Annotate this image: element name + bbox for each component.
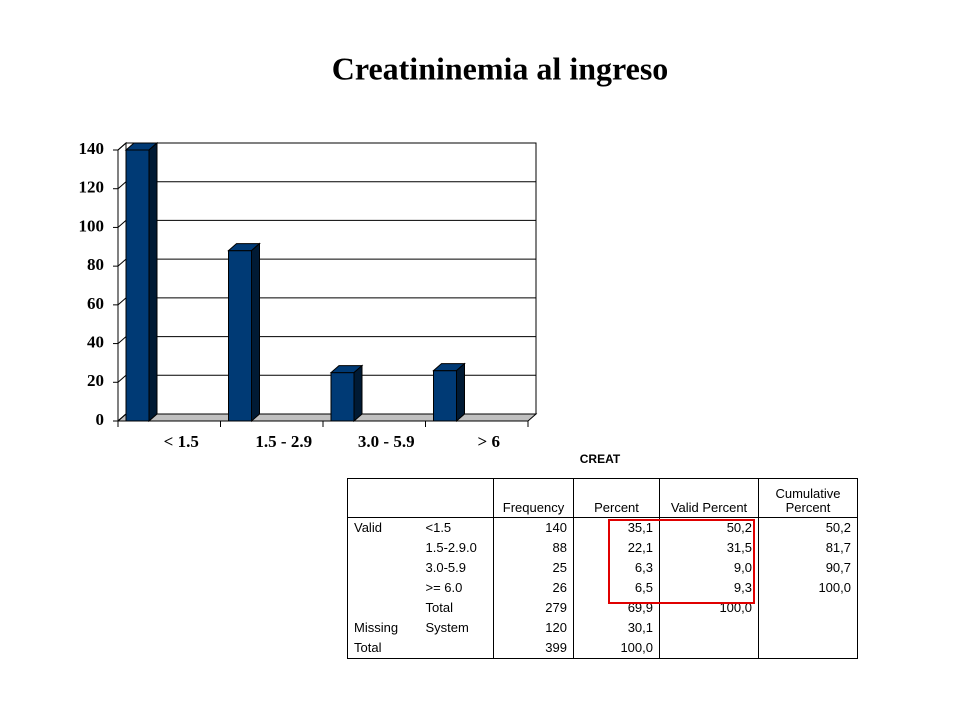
table-cell	[659, 618, 759, 638]
table-row: Total 279 69,9 100,0	[348, 598, 858, 618]
table-row: >= 6.0 26 6,5 9,3 100,0	[348, 578, 858, 598]
y-tick-label: 0	[96, 410, 105, 429]
table-cell: 100,0	[758, 578, 858, 598]
table-cell	[758, 618, 858, 638]
bar-side	[456, 362, 465, 423]
grid-line-side	[117, 336, 127, 344]
table-cell: 30,1	[573, 618, 660, 638]
bar-front	[228, 250, 252, 422]
table-cell	[348, 538, 420, 558]
table-cell: 6,3	[573, 558, 660, 578]
bar	[227, 242, 261, 423]
table-cell: 35,1	[573, 517, 660, 538]
table-cell: 3.0-5.9	[425, 560, 466, 575]
table-cell	[348, 598, 420, 618]
table-cell: Total	[425, 600, 453, 615]
frequency-table: Frequency Percent Valid Percent Cumulative …	[347, 478, 858, 659]
x-tick-label: 1.5 - 2.9	[255, 432, 312, 451]
bar	[329, 364, 364, 423]
table-cell: >= 6.0	[425, 580, 463, 595]
y-tick-label: 20	[87, 371, 104, 390]
table-cell: Cumulative Percent	[758, 478, 858, 518]
table-cell: 88	[493, 538, 574, 558]
table-cell: 100,0	[573, 638, 660, 659]
table-cell: 140	[493, 517, 574, 538]
bar	[124, 141, 159, 423]
table-row: Missing System 120 30,1	[348, 618, 858, 638]
table-cell: 31,5	[659, 538, 759, 558]
bar-side	[148, 141, 158, 423]
y-tick-label: 60	[87, 294, 104, 313]
table-cell: 22,1	[573, 538, 660, 558]
table-title: CREAT	[579, 452, 621, 466]
table-cell	[659, 638, 759, 659]
grid-line-side	[117, 258, 127, 267]
x-tick-label: > 6	[478, 432, 500, 451]
table-cell: 90,7	[758, 558, 858, 578]
bar-front	[125, 149, 150, 422]
grid-line-side	[117, 142, 127, 151]
y-tick-label: 40	[87, 332, 104, 351]
table-row: 3.0-5.9 25 6,3 9,0 90,7	[348, 558, 858, 578]
grid-line-side	[117, 374, 127, 383]
y-tick-label: 80	[87, 255, 104, 274]
grid-line-side	[117, 181, 127, 190]
table-cell: 50,2	[659, 517, 759, 538]
table-cell	[348, 578, 420, 598]
table-cell: 9,3	[659, 578, 759, 598]
table-cell: 1.5-2.9.0	[425, 540, 477, 555]
table-row: 1.5-2.9.0 88 22,1 31,5 81,7	[348, 538, 858, 558]
table-row: Total 399 100,0	[348, 638, 858, 659]
table-cell: 50,2	[758, 517, 858, 538]
grid-line-side	[117, 220, 127, 228]
table-cell: 6,5	[573, 578, 660, 598]
highlight-box	[608, 519, 755, 604]
bar-side	[353, 364, 363, 423]
bar-front	[433, 370, 457, 422]
table-cell: 279	[493, 598, 574, 618]
table-cell	[347, 478, 420, 518]
bar	[432, 362, 466, 423]
x-tick-label: < 1.5	[164, 432, 199, 451]
table-cell	[758, 638, 858, 659]
table-row: Frequency Percent Valid Percent Cumulative …	[347, 478, 858, 518]
table-row: Valid <1.5 140 35,1 50,2 50,2	[348, 517, 858, 538]
table-cell	[348, 558, 420, 578]
table-cell: System	[425, 620, 469, 635]
table-cell: Percent	[573, 478, 660, 518]
table-cell: 26	[493, 578, 574, 598]
x-tick-label: 3.0 - 5.9	[358, 432, 415, 451]
table-cell: 25	[493, 558, 574, 578]
grid-line-side	[117, 413, 127, 422]
chart-title: Creatininemia al ingreso	[332, 50, 669, 86]
floor	[116, 413, 538, 422]
table-cell: Valid Percent	[659, 478, 759, 518]
table-cell: 9,0	[659, 558, 759, 578]
table-cell: Total	[354, 640, 382, 655]
table-cell	[758, 598, 858, 618]
table-cell	[420, 638, 494, 659]
table-cell: <1.5	[425, 520, 452, 535]
table-cell	[419, 478, 494, 518]
y-tick-label: 140	[79, 139, 105, 158]
table-cell: Valid	[354, 520, 382, 535]
y-tick-label: 120	[79, 178, 105, 197]
table-cell: 81,7	[758, 538, 858, 558]
table-cell: Frequency	[493, 478, 574, 518]
bar-front	[330, 372, 355, 422]
table-cell: Missing	[354, 620, 399, 635]
grid-line-side	[117, 297, 127, 306]
bar-side	[251, 242, 260, 423]
y-tick-label: 100	[79, 216, 105, 235]
table-cell: 120	[493, 618, 574, 638]
table-cell: 399	[493, 638, 574, 659]
